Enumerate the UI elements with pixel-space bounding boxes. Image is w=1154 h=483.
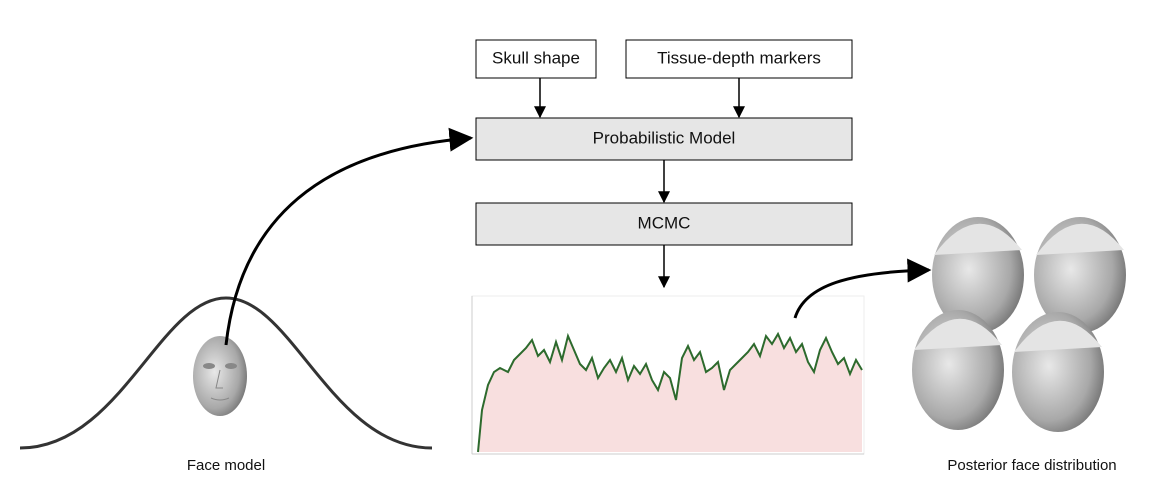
prior-face [193,336,247,416]
model-box [475,117,853,161]
gaussian-curve [19,296,433,450]
markers-box [625,39,853,79]
prior-label: Face model [187,457,265,474]
curved-arrow [793,258,932,319]
skull-box [475,39,597,79]
posterior-faces [912,217,1126,432]
skull-label: Skull shape [492,48,580,67]
markers-label: Tissue-depth markers [657,48,821,67]
trace-plot [471,295,865,455]
model-label: Probabilistic Model [593,128,736,147]
posterior-label: Posterior face distribution [947,457,1116,474]
mcmc-label: MCMC [638,213,691,232]
curved-arrow [224,127,474,346]
